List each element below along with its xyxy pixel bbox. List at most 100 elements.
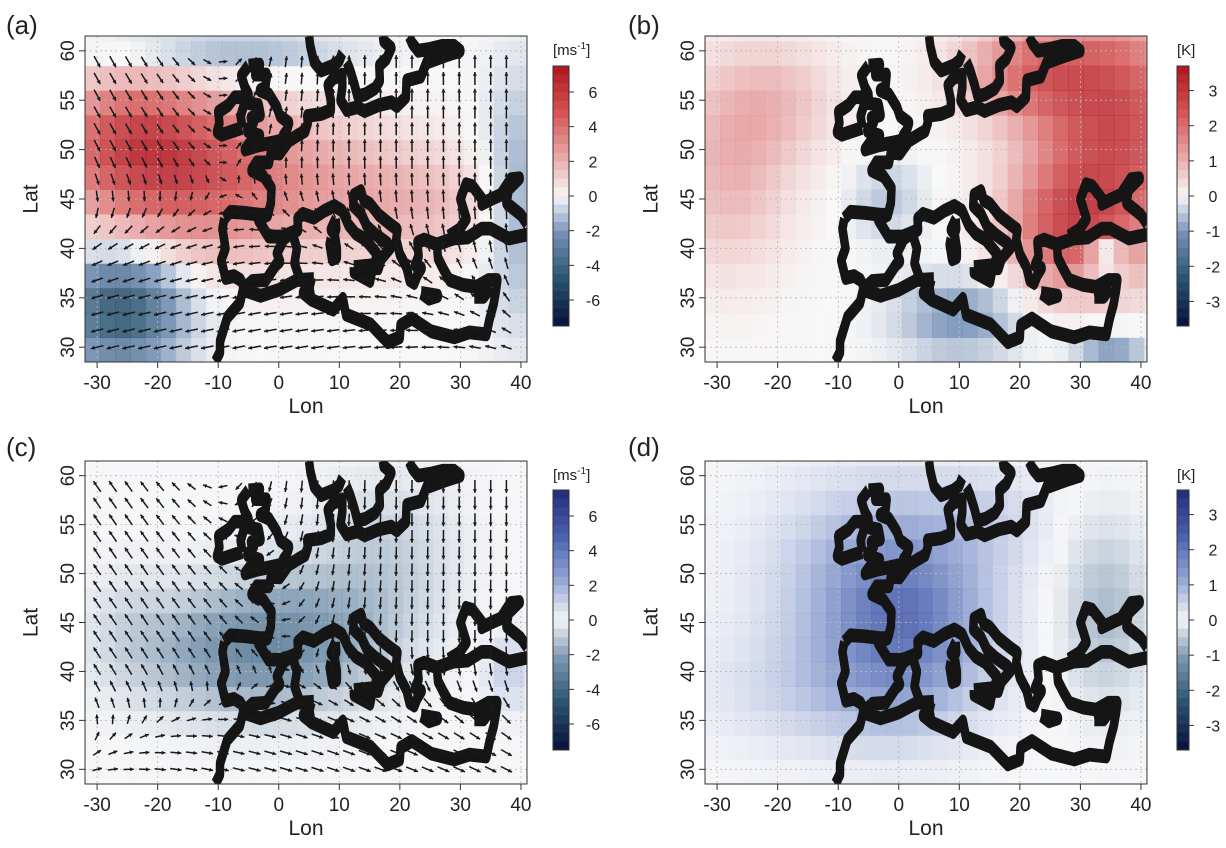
arrow-head xyxy=(112,146,116,152)
heatmap-cell xyxy=(508,539,525,565)
heatmap-cell xyxy=(811,490,827,516)
arrow-head xyxy=(299,651,303,656)
heatmap-cell xyxy=(296,164,313,190)
wind-arrow xyxy=(409,139,414,153)
arrow-head xyxy=(503,292,507,297)
heatmap-cell xyxy=(1144,637,1147,663)
wind-arrow xyxy=(92,530,102,543)
arrow-head xyxy=(185,295,190,300)
heatmap-cell xyxy=(418,588,434,614)
wind-arrow xyxy=(488,55,493,69)
wind-arrow xyxy=(279,750,293,756)
heatmap-cell xyxy=(191,637,207,663)
heatmap-cell xyxy=(342,337,358,362)
arrow-head xyxy=(251,518,256,523)
heatmap-cell xyxy=(115,115,131,141)
wind-arrow xyxy=(154,260,166,266)
heatmap-cell xyxy=(1083,90,1100,116)
arrow-head xyxy=(298,618,303,623)
heatmap-cell xyxy=(947,312,963,338)
arrow-head xyxy=(143,180,147,185)
heatmap-cell xyxy=(130,588,147,614)
wind-arrow xyxy=(455,275,464,285)
wind-arrow xyxy=(137,345,151,350)
heatmap-cell xyxy=(977,139,994,165)
wind-arrow xyxy=(441,663,446,676)
heatmap-cell xyxy=(886,465,903,491)
wind-arrow xyxy=(441,646,446,660)
arrow-head xyxy=(218,484,223,489)
heatmap-cell xyxy=(1144,213,1147,240)
wind-arrow xyxy=(172,73,180,84)
arrow-head xyxy=(315,190,320,195)
arrow-head xyxy=(138,262,143,266)
heatmap-cell xyxy=(1113,90,1130,116)
heatmap-cell xyxy=(524,612,527,638)
heatmap-cell xyxy=(433,139,449,165)
colorbar-band xyxy=(1177,317,1189,327)
arrow-head xyxy=(488,139,493,143)
wind-arrow xyxy=(472,139,477,153)
x-tick-label: 40 xyxy=(1130,373,1151,394)
colorbar-tick-label: -4 xyxy=(586,682,600,699)
arrow-head xyxy=(266,551,271,556)
arrow-head xyxy=(412,719,417,723)
heatmap-cell xyxy=(1068,490,1084,516)
heatmap-cell xyxy=(433,164,449,190)
arrow-head xyxy=(140,630,145,635)
wind-arrow xyxy=(109,89,117,102)
wind-arrow xyxy=(358,294,371,299)
arrow-head xyxy=(470,293,475,298)
heatmap-cell xyxy=(705,710,721,736)
arrow-head xyxy=(441,539,446,543)
wind-arrow xyxy=(328,243,339,250)
heatmap-cell xyxy=(901,514,918,540)
arrow-head xyxy=(284,89,289,94)
arrow-head xyxy=(223,59,228,64)
heatmap-cell xyxy=(1113,539,1130,565)
heatmap-cell xyxy=(100,238,116,264)
heatmap-cell xyxy=(1007,612,1024,638)
heatmap-cell xyxy=(1128,312,1145,338)
wind-arrow xyxy=(374,328,387,333)
arrow-head xyxy=(476,768,481,773)
wind-arrow xyxy=(343,716,355,723)
heatmap-cell xyxy=(236,238,253,264)
y-tick-label: 60 xyxy=(58,40,79,61)
heatmap-cell xyxy=(962,661,978,687)
arrow-head xyxy=(267,503,272,508)
heatmap-cell xyxy=(160,461,177,467)
heatmap-cell xyxy=(433,563,449,589)
wind-arrow xyxy=(374,749,387,756)
heatmap-cell xyxy=(85,337,101,362)
wind-arrow xyxy=(488,579,493,593)
arrow-head xyxy=(362,555,367,560)
wind-arrow xyxy=(172,140,180,151)
heatmap-cell xyxy=(145,263,162,289)
wind-arrow xyxy=(202,209,212,216)
arrow-head xyxy=(283,569,287,574)
x-tick-label: -10 xyxy=(204,373,231,394)
arrow-head xyxy=(488,489,493,493)
heatmap-cell xyxy=(871,759,888,784)
colorbar-band xyxy=(553,265,569,275)
arrow-head xyxy=(378,670,383,675)
x-tick-label: 0 xyxy=(273,795,284,816)
arrow-head xyxy=(125,614,129,619)
heatmap-cell xyxy=(1007,65,1024,91)
wind-arrow xyxy=(441,206,446,220)
arrow-head xyxy=(457,206,461,211)
wind-arrow xyxy=(469,732,481,740)
wind-arrow xyxy=(234,550,244,556)
arrow-head xyxy=(507,768,512,773)
heatmap-cell xyxy=(296,563,313,589)
wind-arrow xyxy=(187,91,196,100)
wind-arrow xyxy=(485,714,496,725)
heatmap-cell xyxy=(916,238,933,264)
wind-arrow xyxy=(110,207,116,219)
heatmap-cell xyxy=(705,213,721,240)
arrow-head xyxy=(188,664,193,669)
arrow-head xyxy=(143,62,148,67)
colorbar-band xyxy=(553,291,569,301)
heatmap-cell xyxy=(1053,36,1069,42)
